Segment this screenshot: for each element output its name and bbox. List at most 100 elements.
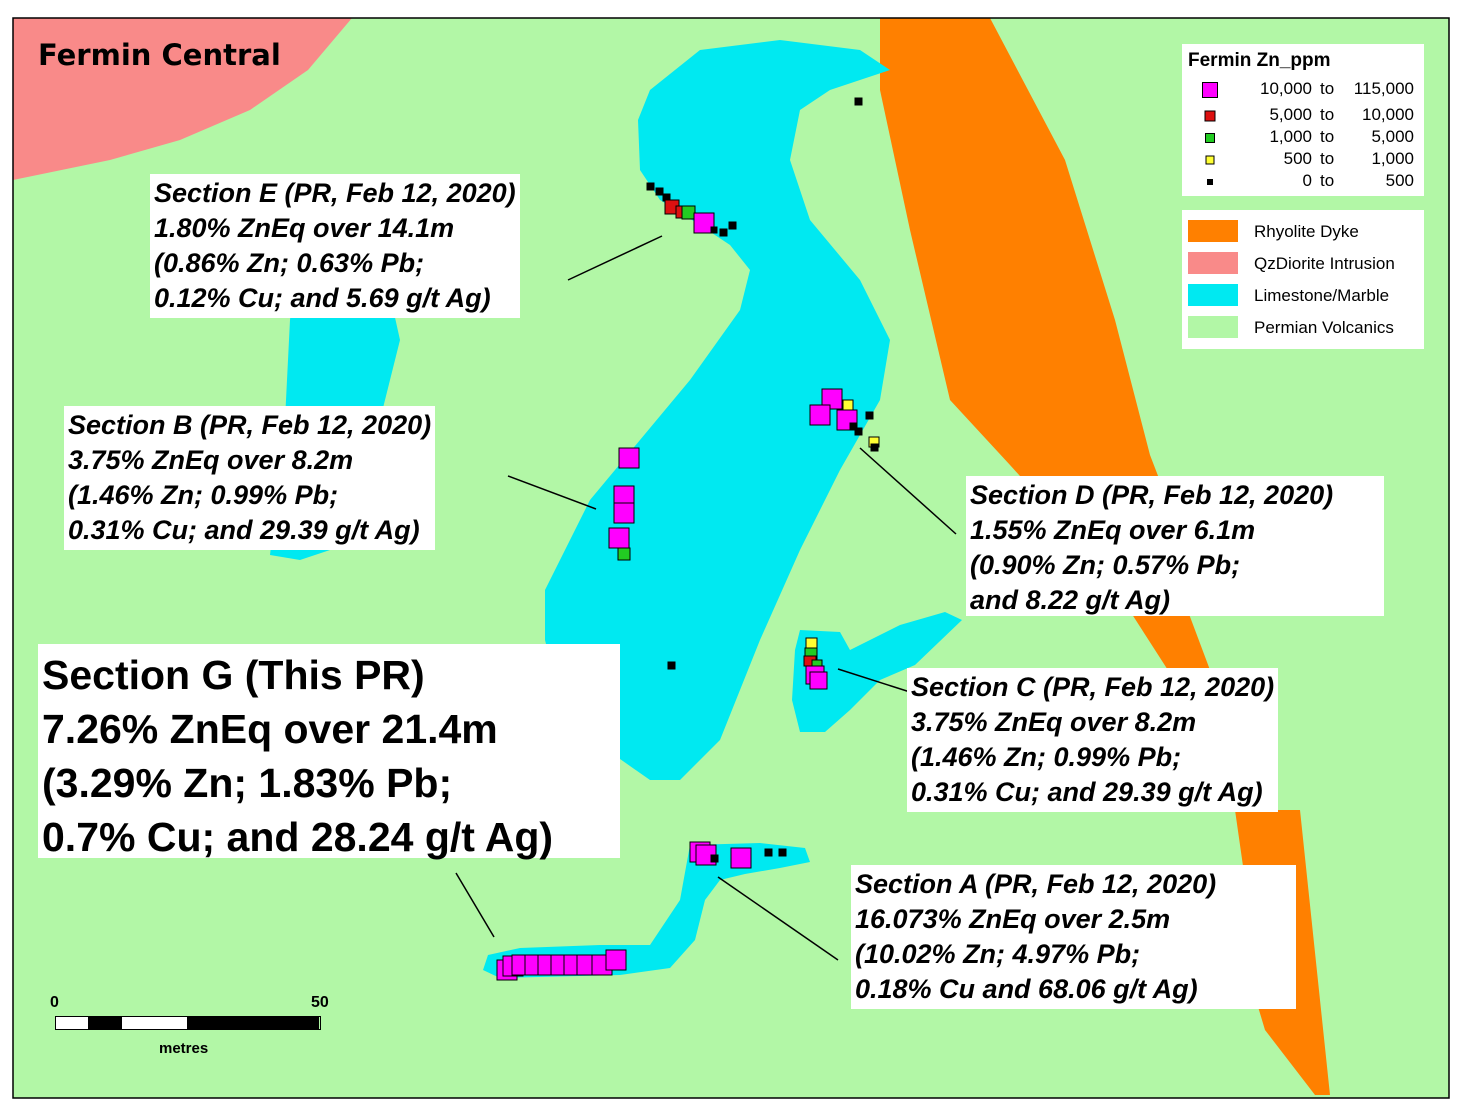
zn-legend-row: 0 to 500 bbox=[1182, 171, 1424, 193]
sample-black bbox=[849, 422, 858, 431]
limestone-east-lens bbox=[792, 612, 962, 732]
map-title: Fermin Central bbox=[38, 38, 281, 72]
sample-black bbox=[646, 182, 655, 191]
section-b-grade: 3.75% ZnEq over 8.2m bbox=[68, 445, 354, 475]
geology-legend-row: Limestone/Marble bbox=[1182, 280, 1424, 310]
sample-yellow bbox=[842, 399, 854, 411]
zn-legend-row: 5,000 to 10,000 bbox=[1182, 105, 1424, 127]
qzdiorite-intrusion-swatch bbox=[1188, 252, 1238, 274]
section-c-label: Section C (PR, Feb 12, 2020) 3.75% ZnEq … bbox=[907, 668, 1279, 812]
section-d-title: Section D (PR, Feb 12, 2020) bbox=[970, 480, 1334, 510]
leader-lines bbox=[455, 235, 957, 961]
section-b-label: Section B (PR, Feb 12, 2020) 3.75% ZnEq … bbox=[64, 406, 436, 550]
section-g-detail-1: (3.29% Zn; 1.83% Pb; bbox=[42, 760, 453, 806]
scale-bar-segment bbox=[187, 1017, 319, 1029]
section-a-title: Section A (PR, Feb 12, 2020) bbox=[855, 869, 1217, 899]
section-b-detail-1: (1.46% Zn; 0.99% Pb; bbox=[68, 480, 339, 510]
leader-line-b bbox=[507, 475, 597, 510]
sample-magenta bbox=[809, 671, 828, 690]
sample-black bbox=[870, 443, 879, 452]
section-b-detail-2: 0.31% Cu; and 29.39 g/t Ag) bbox=[68, 515, 420, 545]
sample-black bbox=[719, 228, 728, 237]
scale-bar-unit: metres bbox=[159, 1040, 209, 1057]
section-e-label: Section E (PR, Feb 12, 2020) 1.80% ZnEq … bbox=[150, 174, 520, 318]
sample-green bbox=[617, 547, 631, 561]
leader-line-e bbox=[567, 235, 663, 281]
zn-legend-row: 10,000 to 115,000 bbox=[1182, 79, 1424, 101]
section-e-title: Section E (PR, Feb 12, 2020) bbox=[154, 178, 516, 208]
zn-legend-min: 0 bbox=[1302, 171, 1312, 190]
limestone-marble-swatch bbox=[1188, 284, 1238, 306]
sample-black bbox=[854, 427, 863, 436]
section-c-grade: 3.75% ZnEq over 8.2m bbox=[911, 707, 1197, 737]
leader-line-c bbox=[837, 668, 911, 693]
geology-legend-row: Rhyolite Dyke bbox=[1182, 216, 1424, 246]
sample-black bbox=[865, 411, 874, 420]
section-d-grade: 1.55% ZnEq over 6.1m bbox=[970, 515, 1256, 545]
limestone-south-lens bbox=[483, 843, 810, 978]
section-c-detail-2: 0.31% Cu; and 29.39 g/t Ag) bbox=[911, 777, 1263, 807]
rhyolite-dyke-swatch bbox=[1188, 220, 1238, 242]
sample-magenta bbox=[613, 502, 635, 524]
zn-legend-max: 5,000 bbox=[1371, 127, 1414, 146]
sample-magenta bbox=[821, 388, 843, 410]
sample-black bbox=[710, 226, 718, 234]
section-d-detail-1: (0.90% Zn; 0.57% Pb; bbox=[970, 550, 1241, 580]
geology-legend-label: Rhyolite Dyke bbox=[1254, 222, 1359, 241]
drill-samples bbox=[496, 97, 880, 981]
zn-legend-row: 1,000 to 5,000 bbox=[1182, 127, 1424, 149]
zn-legend-to: to bbox=[1320, 105, 1335, 124]
sample-magenta bbox=[618, 447, 640, 469]
leader-line-g bbox=[455, 872, 495, 938]
zn-legend-to: to bbox=[1320, 79, 1335, 98]
scale-bar-segment bbox=[56, 1017, 88, 1029]
zn-legend-to: to bbox=[1320, 149, 1335, 168]
permian-volcanics-swatch bbox=[1188, 316, 1238, 338]
geology-legend: Rhyolite Dyke QzDiorite Intrusion Limest… bbox=[1182, 210, 1424, 349]
zn-legend-symbol bbox=[1205, 155, 1215, 165]
zn-legend-to: to bbox=[1320, 127, 1335, 146]
sample-yellow bbox=[805, 637, 818, 650]
zn-legend-max: 10,000 bbox=[1362, 105, 1414, 124]
geology-legend-row: QzDiorite Intrusion bbox=[1182, 248, 1424, 278]
scale-bar-graphic bbox=[55, 1016, 321, 1030]
scale-bar-segment bbox=[122, 1017, 187, 1029]
section-a-label: Section A (PR, Feb 12, 2020) 16.073% ZnE… bbox=[851, 865, 1296, 1009]
zn-legend-symbol bbox=[1205, 133, 1215, 143]
section-b-title: Section B (PR, Feb 12, 2020) bbox=[68, 410, 432, 440]
sample-black bbox=[667, 661, 676, 670]
sample-magenta bbox=[730, 847, 752, 869]
zn-legend-symbol bbox=[1204, 110, 1216, 122]
sample-black bbox=[778, 848, 787, 857]
zn-legend-row: 500 to 1,000 bbox=[1182, 149, 1424, 171]
zn-legend-min: 500 bbox=[1283, 149, 1312, 168]
sample-black bbox=[710, 854, 719, 863]
scale-bar: 0 50 metres bbox=[50, 994, 329, 1057]
section-e-detail-1: (0.86% Zn; 0.63% Pb; bbox=[154, 248, 425, 278]
zn-legend-min: 1,000 bbox=[1269, 127, 1312, 146]
zn-ppm-legend-title: Fermin Zn_ppm bbox=[1188, 50, 1331, 71]
leader-line-a bbox=[717, 876, 839, 961]
section-d-label: Section D (PR, Feb 12, 2020) 1.55% ZnEq … bbox=[966, 476, 1384, 616]
zn-ppm-legend: Fermin Zn_ppm 10,000 to 115,000 5,000 to… bbox=[1182, 44, 1424, 196]
map-frame bbox=[12, 17, 1450, 1099]
sample-magenta bbox=[809, 404, 831, 426]
geology-legend-label: Limestone/Marble bbox=[1254, 286, 1390, 305]
section-d-detail-2: and 8.22 g/t Ag) bbox=[970, 585, 1171, 615]
sample-green bbox=[681, 205, 696, 220]
zn-legend-max: 500 bbox=[1385, 171, 1414, 190]
section-g-label: Section G (This PR) 7.26% ZnEq over 21.4… bbox=[38, 644, 620, 860]
zn-legend-symbol bbox=[1202, 82, 1218, 98]
geology-legend-label: Permian Volcanics bbox=[1254, 318, 1394, 337]
sample-black bbox=[854, 97, 863, 106]
sample-magenta bbox=[608, 527, 630, 549]
geology-legend-label: QzDiorite Intrusion bbox=[1254, 254, 1395, 273]
zn-legend-min: 10,000 bbox=[1260, 79, 1312, 98]
section-e-grade: 1.80% ZnEq over 14.1m bbox=[154, 213, 455, 243]
sample-magenta bbox=[693, 212, 715, 234]
section-c-title: Section C (PR, Feb 12, 2020) bbox=[911, 672, 1275, 702]
section-c-detail-1: (1.46% Zn; 0.99% Pb; bbox=[911, 742, 1182, 772]
section-a-grade: 16.073% ZnEq over 2.5m bbox=[855, 904, 1171, 934]
zn-legend-min: 5,000 bbox=[1269, 105, 1312, 124]
scale-bar-max-label: 50 bbox=[311, 994, 329, 1011]
